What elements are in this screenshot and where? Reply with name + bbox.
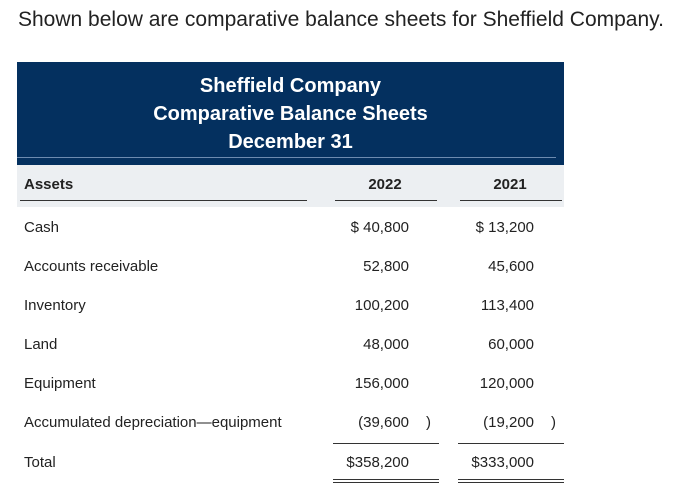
- header-rule: [17, 157, 556, 158]
- table-row-cash: Cash $ 40,800 $ 13,200: [17, 219, 564, 241]
- row-label: Accounts receivable: [24, 258, 159, 275]
- value-2022: $ 40,800: [350, 219, 409, 236]
- value-2021: 120,000: [479, 375, 534, 392]
- table-row-accounts-receivable: Accounts receivable 52,800 45,600: [17, 258, 564, 280]
- value-2022: $358,200: [346, 454, 409, 471]
- value-2021: $ 13,200: [475, 219, 534, 236]
- total-double-rule-2021-top: [458, 479, 564, 480]
- close-paren-2022: ): [426, 414, 431, 431]
- close-paren-2021: ): [551, 414, 556, 431]
- row-label: Accumulated depreciation—equipment: [24, 414, 282, 431]
- value-2021: 60,000: [488, 336, 534, 353]
- statement-date: December 31: [228, 131, 353, 153]
- asset-rows: Cash $ 40,800 $ 13,200 Accounts receivab…: [17, 207, 564, 487]
- table-row-equipment: Equipment 156,000 120,000: [17, 375, 564, 397]
- value-2021: (19,200: [483, 414, 534, 431]
- subtotal-rule-2022: [333, 443, 439, 444]
- row-label: Cash: [24, 219, 60, 236]
- value-2022: 156,000: [354, 375, 409, 392]
- column-header-assets: Assets: [24, 176, 74, 193]
- total-double-rule-2022-bottom: [333, 482, 439, 483]
- row-label: Total: [24, 454, 56, 471]
- value-2021: 45,600: [488, 258, 534, 275]
- column-header-2022: 2022: [368, 176, 402, 193]
- sheet-header: Sheffield Company Comparative Balance Sh…: [17, 62, 564, 165]
- value-2021: 113,400: [480, 297, 534, 314]
- subtotal-rule-2021: [458, 443, 564, 444]
- total-double-rule-2022-top: [333, 479, 439, 480]
- row-label: Inventory: [24, 297, 86, 314]
- value-2022: 52,800: [363, 258, 409, 275]
- year1-underline: [335, 200, 437, 201]
- year2-underline: [460, 200, 562, 201]
- column-header-2021: 2021: [493, 176, 527, 193]
- assets-underline: [20, 200, 307, 201]
- statement-title: Comparative Balance Sheets: [153, 103, 428, 125]
- table-row-accumulated-depreciation: Accumulated depreciation—equipment (39,6…: [17, 414, 564, 436]
- table-row-land: Land 48,000 60,000: [17, 336, 564, 358]
- row-label: Equipment: [24, 375, 96, 392]
- balance-sheet: Sheffield Company Comparative Balance Sh…: [17, 62, 564, 487]
- value-2022: 48,000: [363, 336, 409, 353]
- value-2021: $333,000: [471, 454, 534, 471]
- value-2022: 100,200: [354, 297, 409, 314]
- value-2022: (39,600: [358, 414, 409, 431]
- table-row-total: Total $358,200 $333,000: [17, 454, 564, 476]
- company-name: Sheffield Company: [199, 75, 382, 97]
- intro-text: Shown below are comparative balance shee…: [18, 8, 664, 31]
- column-header-row: Assets 2022 2021: [17, 165, 564, 207]
- table-row-inventory: Inventory 100,200 113,400: [17, 297, 564, 319]
- row-label: Land: [24, 336, 58, 353]
- total-double-rule-2021-bottom: [458, 482, 564, 483]
